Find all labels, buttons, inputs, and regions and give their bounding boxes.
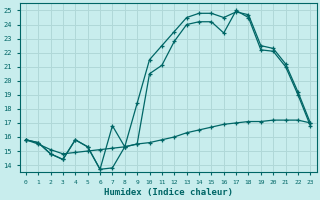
X-axis label: Humidex (Indice chaleur): Humidex (Indice chaleur) — [104, 188, 233, 197]
